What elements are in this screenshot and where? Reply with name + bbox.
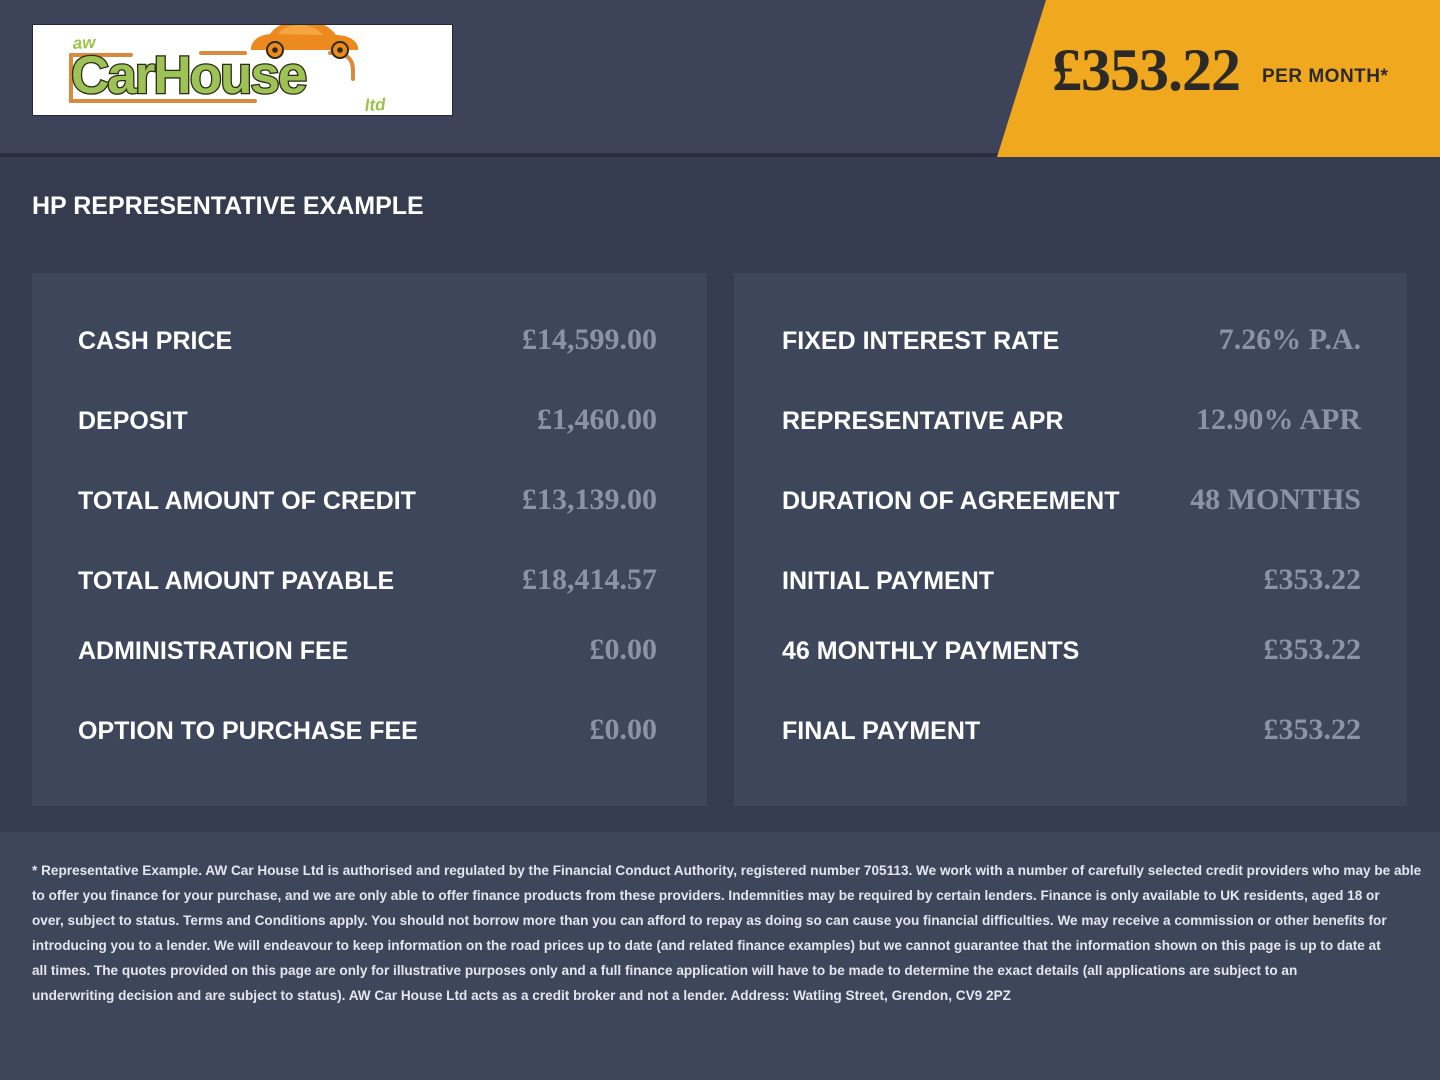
svg-text:CarHouse: CarHouse (71, 46, 306, 105)
svg-text:ltd: ltd (364, 95, 386, 115)
